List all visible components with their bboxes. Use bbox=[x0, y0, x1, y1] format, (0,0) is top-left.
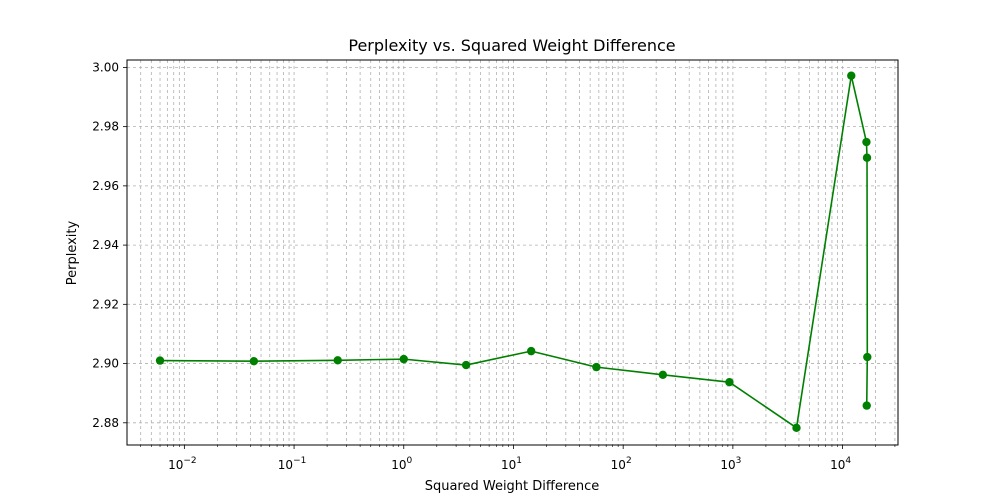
axis-ticks bbox=[123, 67, 896, 449]
data-point bbox=[862, 401, 871, 410]
y-tick-label: 2.96 bbox=[92, 179, 119, 193]
data-point bbox=[658, 370, 668, 380]
x-tick-label: 104 bbox=[830, 456, 851, 472]
data-point bbox=[592, 362, 601, 372]
tick-labels: 10−2 10−1 100 101 102 103 104 2.88 2.90 2.92 2.94 2… bbox=[92, 60, 851, 472]
x-tick-label: 102 bbox=[611, 456, 632, 472]
x-tick-label: 10−1 bbox=[278, 456, 307, 472]
data-point bbox=[399, 354, 408, 364]
data-point bbox=[847, 71, 856, 80]
y-tick-label: 2.98 bbox=[92, 120, 119, 134]
plot-frame bbox=[126, 59, 899, 446]
y-axis-label: Perplexity bbox=[65, 220, 80, 285]
data-point bbox=[526, 346, 536, 356]
data-point bbox=[862, 137, 871, 147]
data-point bbox=[461, 360, 471, 370]
data-point bbox=[155, 356, 165, 365]
x-tick-label: 103 bbox=[720, 456, 741, 472]
x-tick-label: 100 bbox=[391, 456, 412, 472]
series bbox=[155, 71, 872, 433]
y-tick-label: 2.90 bbox=[92, 357, 119, 371]
x-tick-label: 10−2 bbox=[168, 456, 197, 472]
y-tick-label: 3.00 bbox=[92, 60, 119, 74]
y-tick-label: 2.94 bbox=[92, 238, 119, 252]
x-axis-label: Squared Weight Difference bbox=[425, 479, 600, 494]
y-tick-label: 2.88 bbox=[92, 416, 119, 430]
chart-title: Perplexity vs. Squared Weight Difference bbox=[348, 36, 675, 55]
data-point bbox=[333, 356, 342, 365]
y-tick-label: 2.92 bbox=[92, 297, 119, 311]
x-tick-label: 101 bbox=[501, 456, 522, 472]
data-point bbox=[249, 356, 259, 366]
grid bbox=[127, 60, 898, 445]
data-point bbox=[725, 378, 734, 387]
data-point bbox=[792, 423, 801, 433]
data-point bbox=[862, 153, 872, 162]
data-point bbox=[863, 352, 872, 362]
